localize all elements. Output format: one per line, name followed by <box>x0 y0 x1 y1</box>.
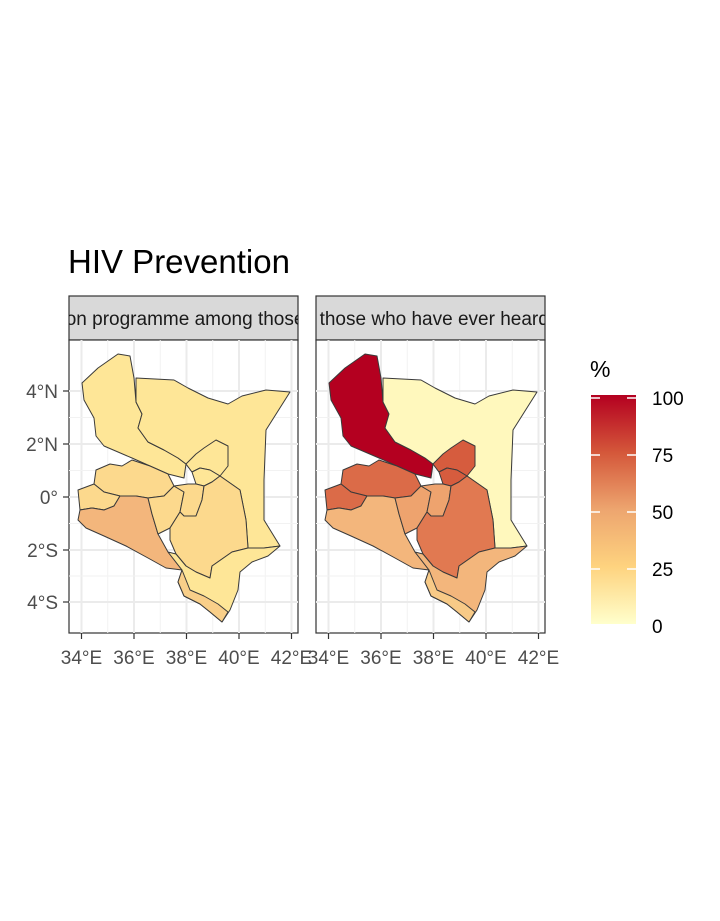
y-tick-label: 4°S <box>27 593 58 614</box>
legend-tick-label: 25 <box>652 560 673 581</box>
facet-strip-2 <box>315 295 546 341</box>
plot-title: HIV Prevention <box>68 243 290 280</box>
x-axis-panel-2: 34°E 36°E 38°E 40°E 42°E <box>308 633 559 669</box>
legend-tick-label: 50 <box>652 503 673 524</box>
legend: % 100 75 50 25 0 <box>590 356 684 638</box>
region-coast <box>177 569 229 623</box>
y-tick-label: 4°N <box>26 382 58 403</box>
x-tick-label: 34°E <box>308 648 349 669</box>
y-axis: 4°N 2°N 0° 2°S 4°S <box>26 382 69 614</box>
facet-strip-1 <box>68 295 299 341</box>
x-tick-label: 40°E <box>218 648 259 669</box>
legend-title: % <box>590 356 610 382</box>
x-tick-label: 38°E <box>166 648 207 669</box>
y-tick-label: 2°N <box>26 435 58 456</box>
x-tick-label: 42°E <box>518 648 559 669</box>
facet-strip-1-label: Took part in any HIV prevention programm… <box>0 309 546 330</box>
facet-panel-1: Took part in any HIV prevention programm… <box>0 295 546 634</box>
legend-tick-label: 100 <box>652 389 684 410</box>
facet-strip-2-label: Among those who have ever heard of HIV <box>254 309 607 330</box>
x-tick-label: 38°E <box>413 648 454 669</box>
facet-panel-2: Among those who have ever heard of HIV <box>254 295 607 634</box>
x-tick-label: 34°E <box>61 648 102 669</box>
x-tick-label: 36°E <box>113 648 154 669</box>
region-coast <box>424 569 476 623</box>
legend-tick-label: 75 <box>652 446 673 467</box>
x-tick-label: 40°E <box>465 648 506 669</box>
legend-tick-label: 0 <box>652 617 663 638</box>
y-tick-label: 2°S <box>27 541 58 562</box>
legend-colorbar <box>591 395 636 624</box>
panel-2-map <box>324 353 538 623</box>
x-tick-label: 42°E <box>271 648 312 669</box>
x-axis-panel-1: 34°E 36°E 38°E 40°E 42°E <box>61 633 312 669</box>
x-tick-label: 36°E <box>360 648 401 669</box>
legend-ticks: 100 75 50 25 0 <box>591 389 684 638</box>
panel-1-map <box>77 353 291 623</box>
y-tick-label: 0° <box>40 488 58 509</box>
